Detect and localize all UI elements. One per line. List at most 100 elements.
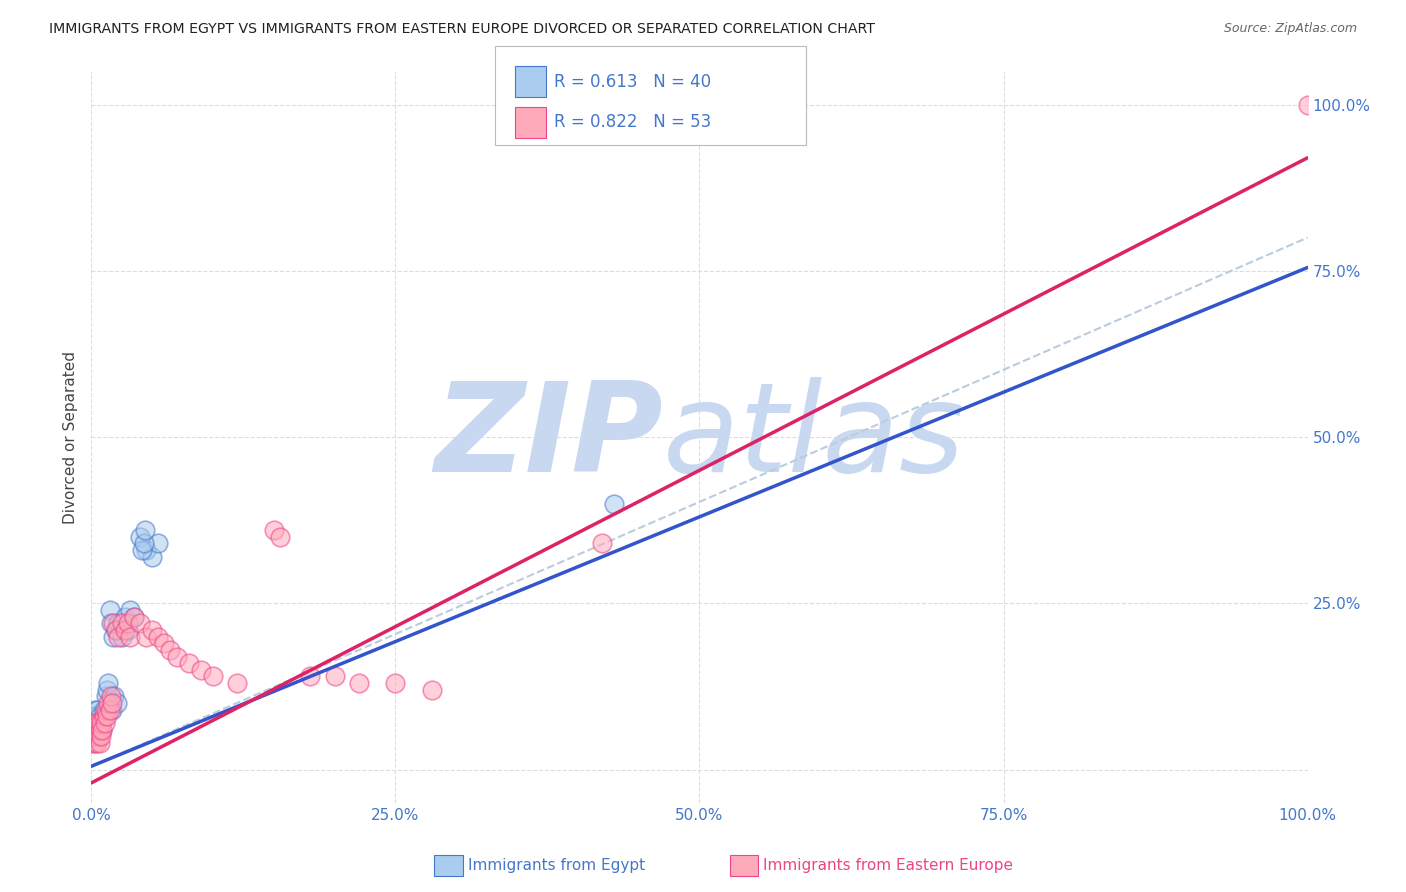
Point [107, 630, 129, 644]
Text: Immigrants from Egypt: Immigrants from Egypt [468, 858, 645, 872]
Point [82, 736, 104, 750]
Point [94, 716, 117, 731]
Point [84, 723, 107, 737]
Point [117, 616, 139, 631]
Point [83, 716, 105, 731]
Point [83, 716, 105, 731]
Point [120, 603, 142, 617]
Point [105, 696, 128, 710]
Point [129, 616, 152, 631]
Point [84, 729, 107, 743]
Point [135, 543, 157, 558]
Point [159, 643, 181, 657]
Point [87, 716, 110, 731]
Point [347, 676, 370, 690]
Point [86, 703, 108, 717]
Point [98, 603, 121, 617]
Point [97, 676, 120, 690]
Point [86, 723, 108, 737]
Point [84, 736, 107, 750]
Point [134, 523, 156, 537]
Point [96, 709, 118, 723]
Text: ZIP: ZIP [434, 376, 664, 498]
Point [87, 723, 110, 737]
Text: IMMIGRANTS FROM EGYPT VS IMMIGRANTS FROM EASTERN EUROPE DIVORCED OR SEPARATED CO: IMMIGRANTS FROM EGYPT VS IMMIGRANTS FROM… [49, 22, 875, 37]
Point [103, 690, 125, 704]
Point [323, 669, 346, 683]
Point [90, 716, 112, 731]
Point [129, 530, 152, 544]
Text: Source: ZipAtlas.com: Source: ZipAtlas.com [1223, 22, 1357, 36]
Point [84, 703, 107, 717]
Point [166, 649, 188, 664]
Point [91, 723, 114, 737]
Text: R = 0.822   N = 53: R = 0.822 N = 53 [554, 113, 711, 131]
Point [135, 630, 157, 644]
Point [103, 630, 125, 644]
Point [101, 696, 124, 710]
Point [299, 669, 322, 683]
Point [269, 530, 291, 544]
Point [83, 709, 105, 723]
Point [100, 690, 122, 704]
Point [114, 623, 136, 637]
Point [82, 723, 104, 737]
Point [93, 709, 115, 723]
Point [141, 549, 163, 564]
Point [86, 736, 108, 750]
Point [141, 623, 163, 637]
Point [82, 729, 104, 743]
Point [603, 497, 626, 511]
Point [93, 703, 115, 717]
Point [90, 716, 112, 731]
Point [111, 630, 134, 644]
Point [190, 663, 212, 677]
Point [120, 630, 142, 644]
Point [591, 536, 613, 550]
Point [98, 703, 121, 717]
Point [263, 523, 285, 537]
Point [89, 723, 111, 737]
Point [89, 709, 111, 723]
Point [103, 616, 125, 631]
Point [114, 609, 136, 624]
Point [98, 696, 121, 710]
Point [87, 729, 110, 743]
Point [202, 669, 225, 683]
Point [117, 623, 139, 637]
Point [122, 609, 145, 624]
Point [90, 729, 112, 743]
Point [101, 703, 124, 717]
Point [96, 682, 118, 697]
Point [148, 630, 170, 644]
Text: Immigrants from Eastern Europe: Immigrants from Eastern Europe [763, 858, 1014, 872]
Point [107, 616, 129, 631]
Point [226, 676, 249, 690]
Point [177, 656, 200, 670]
Point [104, 623, 127, 637]
Point [1296, 97, 1319, 112]
Point [100, 616, 122, 631]
Y-axis label: Divorced or Separated: Divorced or Separated [63, 351, 79, 524]
Point [84, 716, 107, 731]
Point [94, 690, 117, 704]
Point [97, 696, 120, 710]
Point [86, 716, 108, 731]
Point [84, 709, 107, 723]
Point [153, 636, 176, 650]
Text: R = 0.613   N = 40: R = 0.613 N = 40 [554, 73, 711, 91]
Point [122, 609, 145, 624]
Point [384, 676, 406, 690]
Text: atlas: atlas [664, 376, 965, 498]
Point [83, 729, 105, 743]
Point [89, 736, 111, 750]
Point [104, 623, 127, 637]
Point [94, 709, 117, 723]
Point [420, 682, 443, 697]
Point [148, 536, 170, 550]
Point [94, 703, 117, 717]
Point [84, 723, 107, 737]
Point [111, 616, 134, 631]
Point [84, 729, 107, 743]
Point [91, 723, 114, 737]
